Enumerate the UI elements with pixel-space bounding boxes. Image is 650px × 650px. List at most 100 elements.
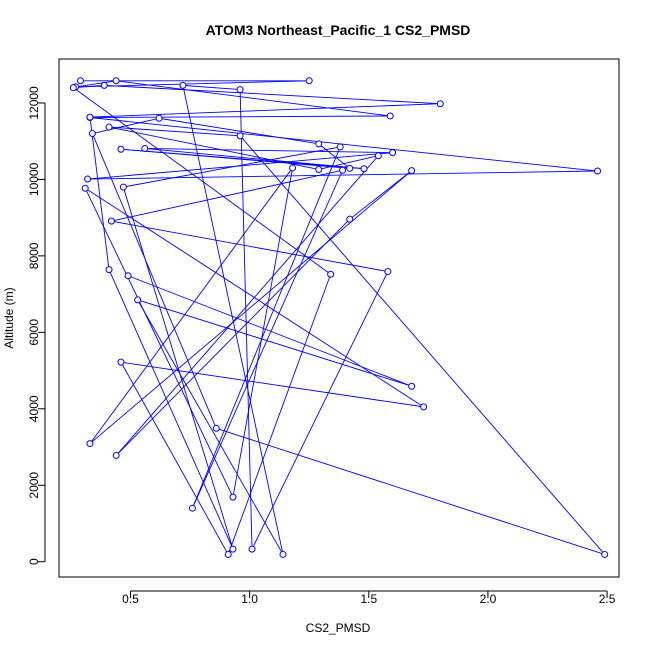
data-point [112, 77, 120, 85]
series-segment [89, 103, 441, 118]
series-segment [122, 186, 234, 550]
data-point [236, 86, 244, 94]
series-segment [137, 299, 412, 387]
x-tick-label: 0.5 [122, 592, 139, 606]
series-segment [104, 84, 441, 105]
data-point [229, 545, 237, 553]
data-point [119, 183, 127, 191]
series-segment [116, 80, 391, 117]
x-tick-label: 2.0 [480, 592, 497, 606]
series-segment [120, 361, 424, 408]
data-point [155, 114, 163, 122]
series-segment [109, 126, 241, 137]
data-point [69, 84, 77, 92]
series-segment [232, 167, 293, 498]
data-point [327, 270, 335, 278]
data-point [134, 296, 142, 304]
series-segment [318, 143, 351, 169]
series-segment [144, 148, 393, 154]
series-segment [84, 187, 424, 408]
data-point [386, 112, 394, 120]
data-point [105, 266, 113, 274]
data-point [188, 504, 196, 512]
y-tick-label: 2000 [27, 472, 41, 499]
data-point [346, 164, 354, 172]
y-tick-label: 6000 [27, 319, 41, 346]
series-segment [91, 133, 217, 429]
series-segment [89, 115, 391, 118]
series-segment [137, 299, 284, 555]
series-segment [89, 117, 110, 270]
data-point [112, 451, 120, 459]
series-segment [89, 167, 293, 444]
y-tick-label: 8000 [27, 242, 41, 269]
series-segment [120, 148, 350, 169]
series-segment [111, 169, 343, 222]
data-point [248, 545, 256, 553]
data-point [236, 132, 244, 140]
data-point [360, 165, 368, 173]
data-point [141, 144, 149, 152]
y-axis: 0 2000 4000 6000 8000 10000 12000 [27, 86, 46, 565]
data-point [601, 550, 609, 558]
series-segment [120, 361, 229, 555]
data-point [384, 268, 392, 276]
data-point [279, 550, 287, 558]
series-segment [75, 80, 117, 88]
data-point [179, 81, 187, 89]
series-segment [318, 155, 379, 170]
data-point [84, 175, 92, 183]
series-segment [239, 135, 606, 555]
data-point [212, 424, 220, 432]
data-point [86, 113, 94, 121]
series-segment [89, 117, 598, 172]
data-point [389, 149, 397, 157]
series-segment [239, 89, 253, 550]
data-point [339, 166, 347, 174]
data-point [100, 81, 108, 89]
data-point [117, 358, 125, 366]
data-point [408, 167, 416, 175]
series-segment [111, 220, 388, 272]
series-segment [108, 126, 319, 170]
series-segment [216, 427, 605, 555]
data-point [107, 217, 115, 225]
series-segment [182, 85, 284, 555]
series-segment [251, 271, 389, 550]
series-segment [349, 170, 412, 220]
data-point [76, 77, 84, 85]
data-point [346, 215, 354, 223]
y-tick-label: 0 [27, 558, 41, 565]
x-tick-label: 1.5 [360, 592, 377, 606]
data-point [315, 140, 323, 148]
series-segment [192, 146, 341, 509]
y-tick-label: 10000 [27, 162, 41, 196]
series-segment [84, 188, 234, 498]
data-point [224, 550, 232, 558]
data-point [336, 143, 344, 151]
series-layer [69, 77, 609, 558]
y-axis-label: Altitude (m) [2, 287, 16, 348]
series-segment [108, 269, 234, 550]
series-segment [115, 218, 351, 456]
data-point [229, 493, 237, 501]
series-segment [123, 146, 341, 188]
chart-title: ATOM3 Northeast_Pacific_1 CS2_PMSD [206, 22, 471, 38]
data-point [420, 403, 428, 411]
data-point [86, 440, 94, 448]
data-point [81, 184, 89, 192]
series-segment [227, 274, 332, 555]
data-point [315, 165, 323, 173]
series-segment [73, 87, 331, 275]
data-point [594, 167, 602, 175]
x-axis-label: CS2_PMSD [306, 621, 371, 635]
data-point [436, 100, 444, 108]
y-tick-label: 12000 [27, 86, 41, 120]
y-tick-label: 4000 [27, 395, 41, 422]
x-axis: 0.5 1.0 1.5 2.0 2.5 [122, 590, 616, 606]
series-segment [89, 170, 412, 444]
data-point [117, 145, 125, 153]
series-segment [115, 155, 379, 456]
data-point [124, 272, 132, 280]
